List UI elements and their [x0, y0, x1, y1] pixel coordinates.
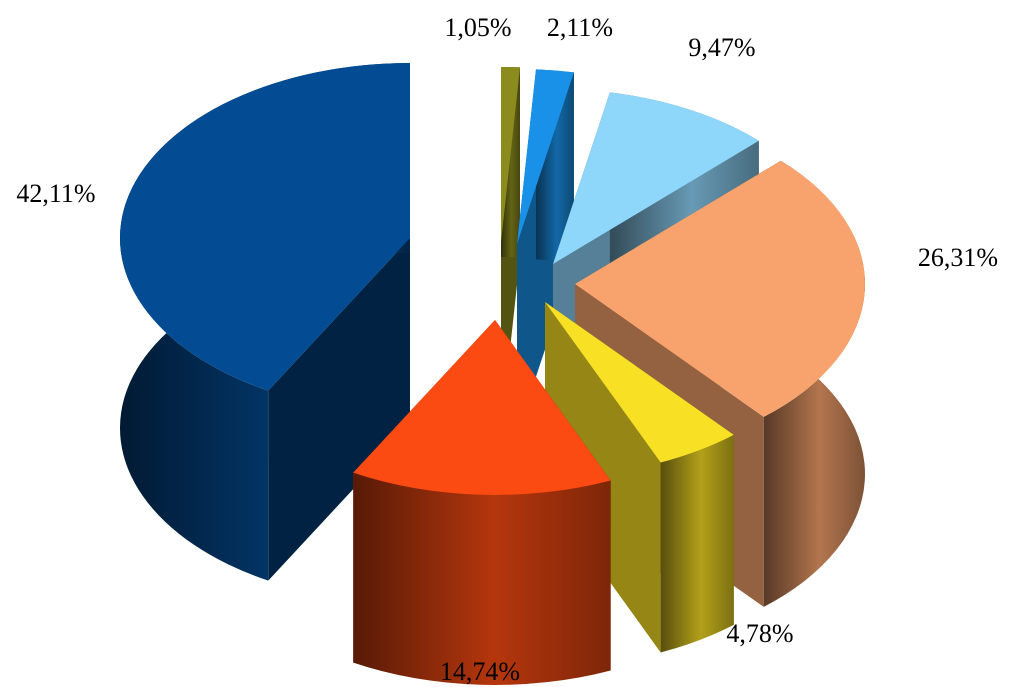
slice-top: [545, 302, 734, 463]
slice-wall: [268, 238, 410, 581]
slice-label: 14,74%: [440, 657, 520, 686]
slice-side: [353, 472, 611, 685]
slice-top: [501, 67, 521, 242]
slice-label: 2,11%: [547, 13, 613, 42]
slice-label: 1,05%: [444, 13, 511, 42]
slice-label: 42,11%: [16, 179, 95, 208]
slice-side: [660, 434, 734, 653]
slice-label: 4,78%: [726, 619, 793, 648]
slice-top: [517, 69, 574, 244]
slice-top: [575, 160, 865, 417]
slice-top: [120, 63, 410, 391]
slice-label: 9,47%: [688, 33, 755, 62]
slice-label: 26,31%: [918, 243, 998, 272]
slice-top: [353, 320, 611, 495]
slice-top: [553, 92, 759, 264]
